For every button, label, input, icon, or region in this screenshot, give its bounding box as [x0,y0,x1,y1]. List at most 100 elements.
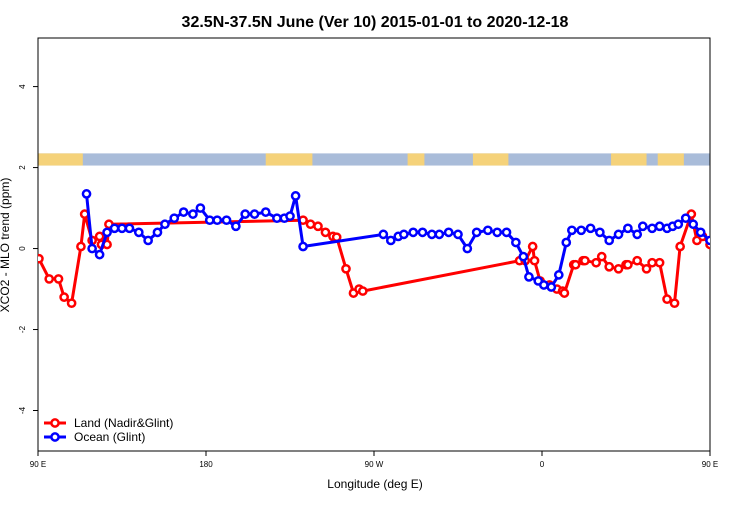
ocean-data-point [212,215,223,226]
ocean-data-point [511,237,521,248]
ocean-data-point [546,282,557,292]
ocean-data-point [272,213,282,224]
land-data-point [596,251,607,262]
series-layer [38,189,710,309]
land-data-point [641,263,652,274]
ocean-data-point [109,223,120,234]
ocean-data-point [204,215,215,226]
ocean-data-point [408,227,419,238]
land-band-3 [472,153,509,166]
ocean-data-point [604,235,615,246]
land-data-point [591,257,601,268]
land-data-point [623,259,633,270]
chart-title: 32.5N-37.5N June (Ver 10) 2015-01-01 to … [182,14,569,31]
land-data-point [654,257,665,268]
ocean-data-point [94,249,105,260]
x-tick-label: 0 [540,460,545,469]
ocean-data-point [585,223,596,234]
ocean-data-point [705,235,710,246]
ocean-data-point [160,219,170,230]
ocean-data-point [102,227,112,238]
x-axis-label: Longitude (deg E) [327,477,422,491]
ocean-data-point [553,270,564,280]
land-data-point [38,253,44,264]
ocean-data-point [492,227,503,238]
ocean-data-point [152,227,163,238]
y-tick-label: -2 [18,325,27,333]
land-data-point [647,257,657,268]
ocean-data-point [654,221,665,232]
ocean-data-point [178,207,189,217]
ocean-data-point [443,227,454,238]
ocean-data-point [417,227,428,238]
land-data-point [59,292,69,302]
land-data-point [604,261,615,272]
ocean-data-point [133,227,144,238]
ocean-data-point [169,213,180,224]
land-data-point [53,274,64,284]
ocean-data-point [453,229,463,240]
ocean-data-point [595,227,605,238]
ocean-data-point [231,221,241,232]
land-ocean-strip [38,153,710,166]
land-data-point [320,227,331,238]
ocean-data-point [399,229,409,240]
ocean-data-point [240,209,251,219]
ocean-data-point [518,251,529,262]
ocean-data-point [427,229,437,240]
ocean-data-point [576,225,587,236]
ocean-data-point [680,213,691,224]
land-data-point [662,294,672,305]
ocean-data-point [81,189,92,199]
land-band-0 [38,153,83,166]
land-band-1 [265,153,313,166]
y-axis-label: XCO2 - MLO trend (ppm) [0,178,12,313]
ocean-data-point [117,223,127,234]
ocean-band [38,153,710,166]
land-data-point [305,219,316,230]
ocean-data-point [87,243,97,254]
ocean-data-point [637,221,648,232]
ocean-data-point [195,203,206,213]
land-data-point [66,298,77,309]
land-series-line [38,212,710,305]
ocean-data-point [695,227,706,238]
land-band-4 [611,153,647,166]
land-band-5 [657,153,684,166]
ocean-data-point [221,215,232,226]
ocean-data-point [249,209,260,219]
land-band-2 [407,153,425,166]
ocean-data-point [632,229,643,240]
land-data-point [580,255,590,266]
ocean-data-point [561,237,572,248]
land-data-point [527,241,538,252]
land-data-point [529,255,540,266]
ocean-data-point [462,243,473,254]
ocean-data-point [567,225,577,236]
ocean-data-point [290,191,301,201]
ocean-data-point [285,211,295,222]
land-data-point [613,263,624,274]
ocean-legend-label: Ocean (Glint) [74,430,145,444]
y-tick-label: 0 [18,246,27,251]
land-data-point [669,298,680,309]
y-tick-label: -4 [18,406,27,414]
ocean-data-point [524,272,534,282]
ocean-data-point [188,209,198,219]
land-data-point [632,255,643,266]
x-tick-label: 90 W [365,460,384,469]
ocean-data-point [613,229,624,240]
axis-ticks: 90 E 180 90 W 0 90 E -4 -2 0 2 4 [18,84,718,469]
ocean-data-point [471,227,482,238]
y-tick-label: 2 [18,165,27,170]
land-data-point [94,231,105,242]
ocean-data-point [539,280,549,290]
ocean-data-point [501,227,512,238]
ocean-data-point [434,229,445,240]
ocean-legend-marker [50,432,60,442]
y-tick-label: 4 [18,84,27,89]
land-data-point [76,241,86,252]
land-legend-marker [50,418,60,428]
